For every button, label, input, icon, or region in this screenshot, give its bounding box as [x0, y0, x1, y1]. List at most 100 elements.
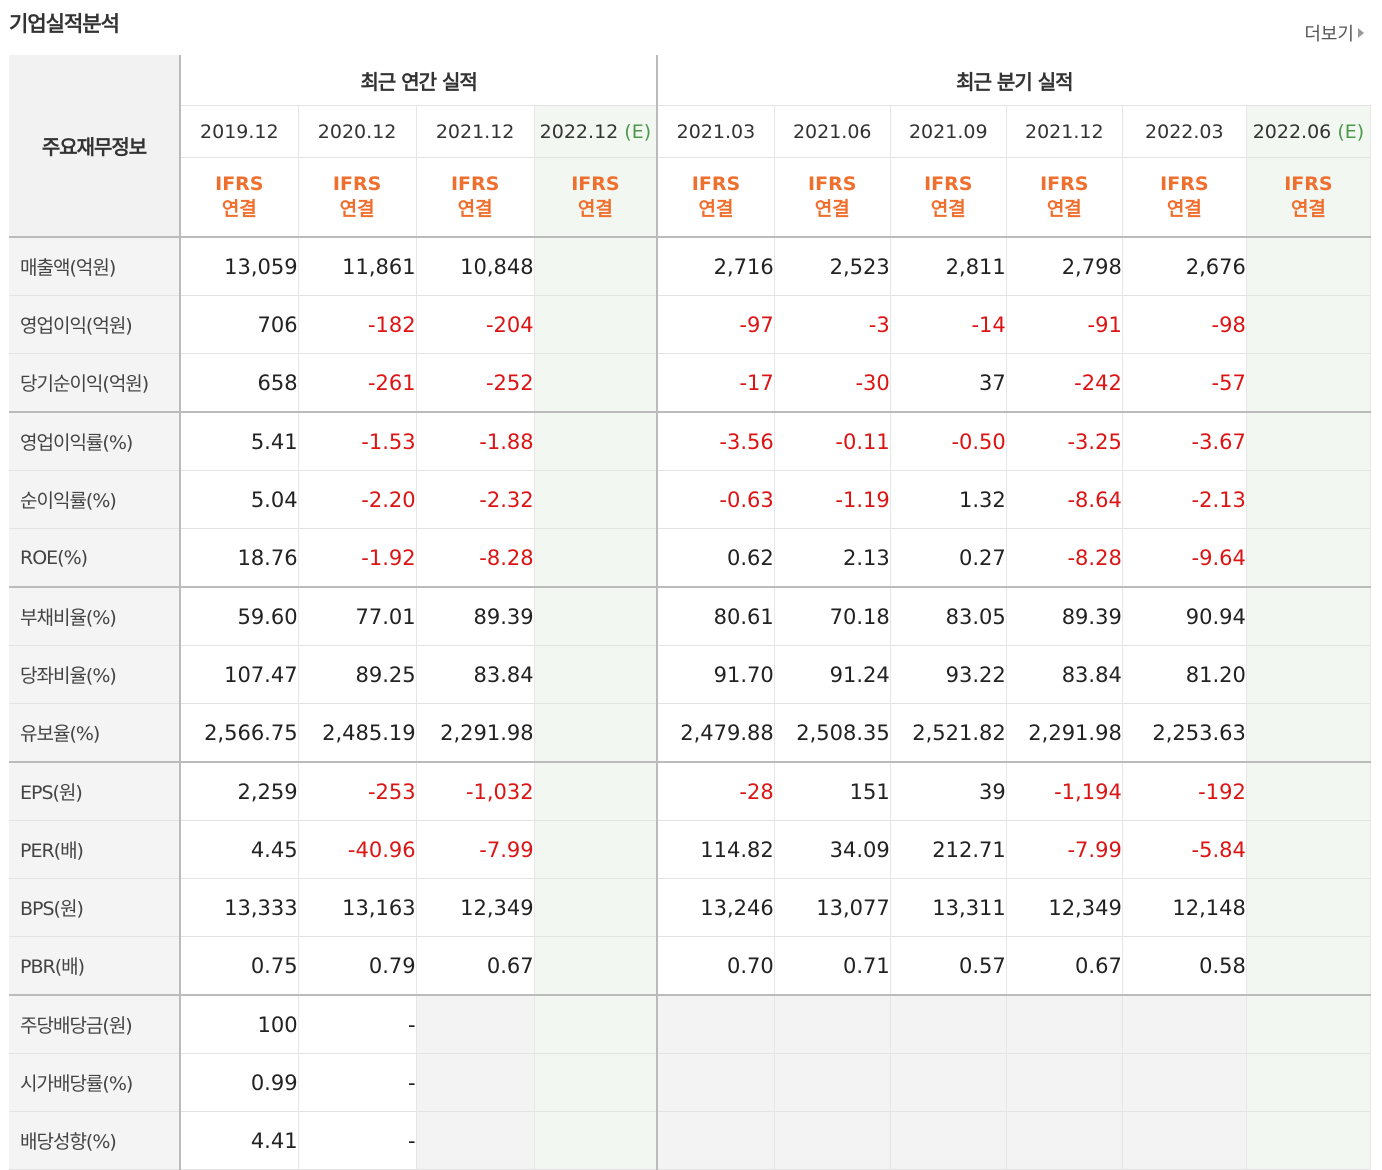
value-cell: 13,333	[180, 878, 299, 937]
value-cell: -1.92	[298, 528, 417, 588]
value-cell: 151	[774, 762, 891, 821]
value-cell: 2,521.82	[890, 703, 1007, 763]
value-cell	[1246, 936, 1372, 996]
value-cell: 37	[890, 353, 1007, 413]
value-cell: 11,861	[298, 237, 417, 296]
ifrs-label: IFRS	[1284, 173, 1333, 195]
value-cell: -0.63	[656, 470, 775, 529]
value-cell: -3.56	[656, 412, 775, 471]
value-cell: 100	[180, 995, 299, 1054]
value-cell: -98	[1122, 295, 1247, 354]
value-cell	[890, 1053, 1007, 1112]
section-title: 기업실적분석	[9, 12, 120, 36]
value-cell	[1246, 645, 1372, 704]
row-label: 매출액(억원)	[9, 237, 182, 296]
value-cell	[890, 995, 1007, 1054]
value-cell: 0.71	[774, 936, 891, 996]
value-cell: -1,194	[1006, 762, 1123, 821]
quarter-group-label: 최근 분기 실적	[956, 69, 1073, 94]
consolidated-label: 연결	[221, 198, 257, 220]
value-cell: 77.01	[298, 587, 417, 646]
ifrs-label: IFRS	[691, 173, 741, 195]
accounting-standard: IFRS 연결	[1006, 157, 1123, 238]
value-cell: 0.67	[1006, 936, 1123, 996]
period-date: 2021.12	[435, 120, 515, 143]
more-label: 더보기	[1304, 24, 1354, 45]
period-date: 2021.12	[1025, 120, 1104, 143]
financial-table: 주요재무정보 최근 연간 실적 최근 분기 실적 2019.12 2020.12 2021…	[9, 55, 1372, 1170]
value-cell	[416, 1111, 535, 1170]
value-cell	[1246, 587, 1372, 646]
value-cell	[534, 762, 658, 821]
value-cell: -1.88	[416, 412, 535, 471]
value-cell	[534, 1053, 658, 1112]
more-link[interactable]: 더보기	[1304, 20, 1364, 46]
value-cell	[1122, 1111, 1247, 1170]
value-cell: 114.82	[656, 820, 775, 879]
row-label: 부채비율(%)	[9, 587, 182, 646]
table-row: EPS(원) 2,259 -253 -1,032 -28 151 39 -1,194 -192	[9, 762, 1372, 821]
value-cell: 4.45	[180, 820, 299, 879]
value-cell	[534, 587, 658, 646]
value-cell: 13,059	[180, 237, 299, 296]
value-cell: 107.47	[180, 645, 299, 704]
value-cell: -0.11	[774, 412, 891, 471]
period-header: 2022.06 (E)	[1246, 105, 1372, 158]
table-row: 부채비율(%) 59.60 77.01 89.39 80.61 70.18 83.05 89.…	[9, 587, 1372, 646]
value-cell: 12,148	[1122, 878, 1247, 937]
table-row: 순이익률(%) 5.04 -2.20 -2.32 -0.63 -1.19 1.32 -8.64…	[9, 470, 1372, 529]
value-cell	[534, 237, 658, 296]
value-cell	[1122, 995, 1247, 1054]
value-cell	[656, 1053, 775, 1112]
value-cell: 658	[180, 353, 299, 413]
value-cell: 2,676	[1122, 237, 1247, 296]
accounting-standard: IFRS 연결	[774, 157, 891, 238]
value-cell	[534, 936, 658, 996]
value-cell: 93.22	[890, 645, 1007, 704]
value-cell: 706	[180, 295, 299, 354]
accounting-standard: IFRS 연결	[416, 157, 535, 238]
period-header: 2019.12	[180, 105, 299, 158]
value-cell: 89.25	[298, 645, 417, 704]
value-cell: -252	[416, 353, 535, 413]
value-cell: -7.99	[416, 820, 535, 879]
value-cell	[534, 1111, 658, 1170]
consolidated-label: 연결	[1166, 198, 1202, 220]
value-cell: 0.79	[298, 936, 417, 996]
table-row: PER(배) 4.45 -40.96 -7.99 114.82 34.09 212.71 -7…	[9, 820, 1372, 879]
estimate-mark: (E)	[624, 120, 652, 143]
value-cell: -242	[1006, 353, 1123, 413]
value-cell: -3.25	[1006, 412, 1123, 471]
row-label: ROE(%)	[9, 528, 182, 588]
value-cell	[1246, 295, 1372, 354]
table-row: BPS(원) 13,333 13,163 12,349 13,246 13,077 13,3…	[9, 878, 1372, 937]
period-date: 2021.09	[908, 120, 988, 143]
value-cell: 2,523	[774, 237, 891, 296]
value-cell: -1.53	[298, 412, 417, 471]
value-cell: -1.19	[774, 470, 891, 529]
ifrs-label: IFRS	[332, 173, 382, 195]
value-cell: 2.13	[774, 528, 891, 588]
row-label: PBR(배)	[9, 936, 182, 996]
accounting-standard: IFRS 연결	[180, 157, 299, 238]
value-cell: -1,032	[416, 762, 535, 821]
value-cell: -14	[890, 295, 1007, 354]
arrow-right-icon	[1358, 28, 1364, 38]
value-cell: 70.18	[774, 587, 891, 646]
consolidated-label: 연결	[1290, 198, 1326, 220]
table-row: 당좌비율(%) 107.47 89.25 83.84 91.70 91.24 93.22 83…	[9, 645, 1372, 704]
row-label: 당기순이익(억원)	[9, 353, 182, 413]
value-cell	[1246, 762, 1372, 821]
accounting-standard: IFRS 연결	[1122, 157, 1247, 238]
period-header: 2022.03	[1122, 105, 1247, 158]
ifrs-label: IFRS	[450, 173, 500, 195]
value-cell: -192	[1122, 762, 1247, 821]
value-cell: -8.28	[1006, 528, 1123, 588]
value-cell: -28	[656, 762, 775, 821]
row-label: 배당성향(%)	[9, 1111, 182, 1170]
value-cell: -	[298, 1111, 417, 1170]
value-cell	[534, 470, 658, 529]
accounting-standard: IFRS 연결	[890, 157, 1007, 238]
value-cell: 89.39	[1006, 587, 1123, 646]
row-label: 주당배당금(원)	[9, 995, 182, 1054]
